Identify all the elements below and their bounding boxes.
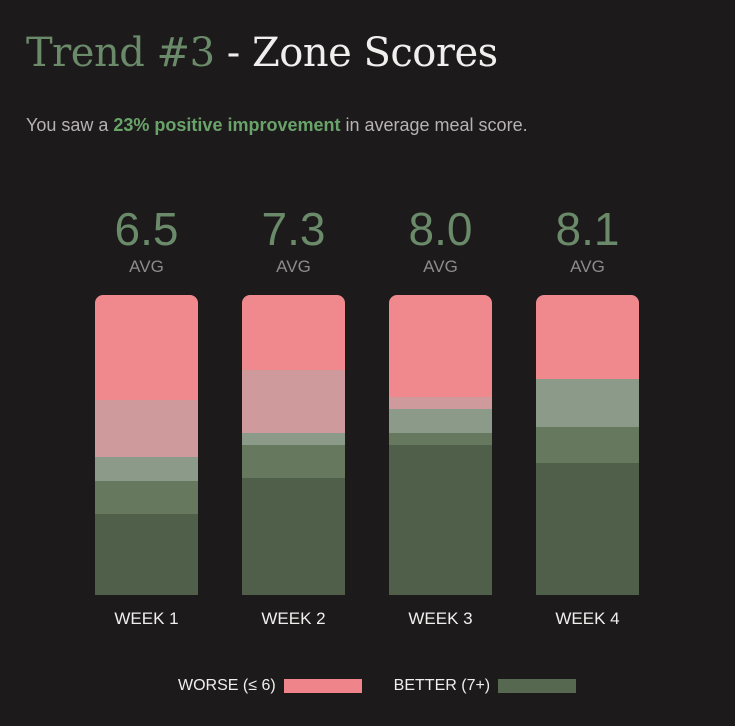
category-label: WEEK 4: [555, 609, 619, 628]
avg-caption: AVG: [423, 257, 458, 276]
bar-segment: [95, 295, 198, 400]
stacked-bar-1: [95, 295, 198, 595]
bar-segment: [389, 445, 492, 595]
legend-item-better: BETTER (7+): [393, 677, 577, 695]
bar-segment: [389, 397, 492, 409]
stacked-bar-4: [536, 295, 639, 595]
avg-caption: AVG: [129, 257, 164, 276]
avg-value: 8.1: [556, 203, 620, 255]
summary-text: You saw a 23% positive improvement in av…: [26, 115, 528, 136]
avg-value: 8.0: [409, 203, 473, 255]
bar-segment: [242, 433, 345, 445]
bar-segment: [389, 409, 492, 433]
stacked-bar-3: [389, 295, 492, 595]
bar-segment: [389, 295, 492, 397]
category-label: WEEK 1: [114, 609, 178, 628]
title-accent: Trend #3: [26, 30, 215, 76]
legend: WORSE (≤ 6) BETTER (7+): [178, 677, 577, 695]
improvement-highlight: 23% positive improvement: [113, 115, 341, 135]
title-rest: - Zone Scores: [226, 30, 498, 76]
bar-segment: [536, 379, 639, 427]
avg-caption: AVG: [570, 257, 605, 276]
stacked-bar-2: [242, 295, 345, 595]
summary-prefix: You saw a: [26, 115, 114, 135]
legend-worse-label: WORSE (≤ 6): [178, 677, 276, 694]
page-title: Trend #3 - Zone Scores: [26, 30, 498, 76]
category-label: WEEK 2: [261, 609, 325, 628]
category-label: WEEK 3: [408, 609, 472, 628]
bar-segment: [536, 427, 639, 463]
bar-segment: [95, 457, 198, 481]
bar-segment: [242, 295, 345, 370]
legend-worse-swatch: [283, 679, 362, 693]
zone-scores-chart: 6.5 AVG WEEK 1 7.3 AVG WEEK 2 8.0 AVG WEEK 3 8.1 A…: [95, 203, 639, 628]
bar-segment: [242, 478, 345, 595]
bar-segment: [242, 445, 345, 478]
avg-caption: AVG: [276, 257, 311, 276]
avg-value: 6.5: [115, 203, 179, 255]
avg-value: 7.3: [262, 203, 326, 255]
bar-segment: [242, 370, 345, 433]
summary-suffix: in average meal score.: [340, 115, 528, 135]
bar-segment: [536, 295, 639, 379]
legend-better-label: BETTER (7+): [393, 677, 491, 694]
bar-segment: [389, 433, 492, 445]
bar-segment: [536, 463, 639, 595]
legend-better-swatch: [498, 679, 577, 693]
bar-segment: [95, 400, 198, 457]
legend-item-worse: WORSE (≤ 6): [178, 677, 362, 695]
bar-segment: [95, 514, 198, 595]
bar-segment: [95, 481, 198, 514]
